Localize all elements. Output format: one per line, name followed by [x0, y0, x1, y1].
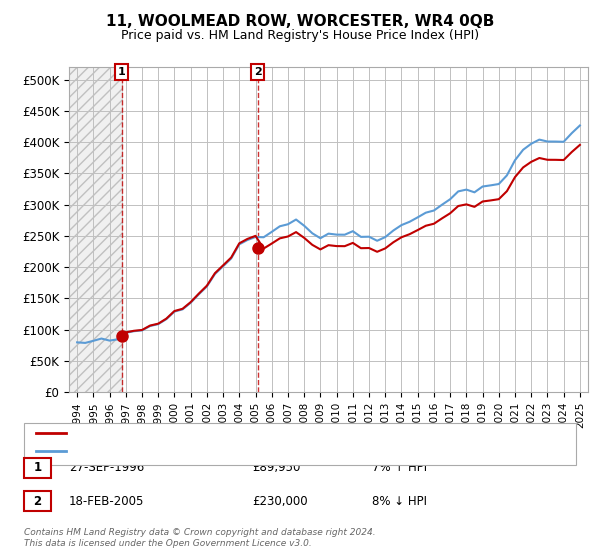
- Text: 7% ↑ HPI: 7% ↑ HPI: [372, 461, 427, 474]
- Text: 11, WOOLMEAD ROW, WORCESTER, WR4 0QB (detached house): 11, WOOLMEAD ROW, WORCESTER, WR4 0QB (de…: [72, 428, 407, 438]
- Text: HPI: Average price, detached house, Worcester: HPI: Average price, detached house, Worc…: [72, 446, 317, 456]
- Bar: [69, 67, 122, 392]
- Text: 8% ↓ HPI: 8% ↓ HPI: [372, 494, 427, 508]
- Text: 2: 2: [34, 494, 41, 508]
- Text: Price paid vs. HM Land Registry's House Price Index (HPI): Price paid vs. HM Land Registry's House …: [121, 29, 479, 42]
- Text: £230,000: £230,000: [252, 494, 308, 508]
- Text: 2: 2: [254, 67, 262, 77]
- Text: 1: 1: [34, 461, 41, 474]
- Text: £89,950: £89,950: [252, 461, 301, 474]
- Text: 11, WOOLMEAD ROW, WORCESTER, WR4 0QB: 11, WOOLMEAD ROW, WORCESTER, WR4 0QB: [106, 14, 494, 29]
- Text: 27-SEP-1996: 27-SEP-1996: [69, 461, 144, 474]
- Text: 18-FEB-2005: 18-FEB-2005: [69, 494, 145, 508]
- Text: Contains HM Land Registry data © Crown copyright and database right 2024.
This d: Contains HM Land Registry data © Crown c…: [24, 528, 376, 548]
- Text: 1: 1: [118, 67, 125, 77]
